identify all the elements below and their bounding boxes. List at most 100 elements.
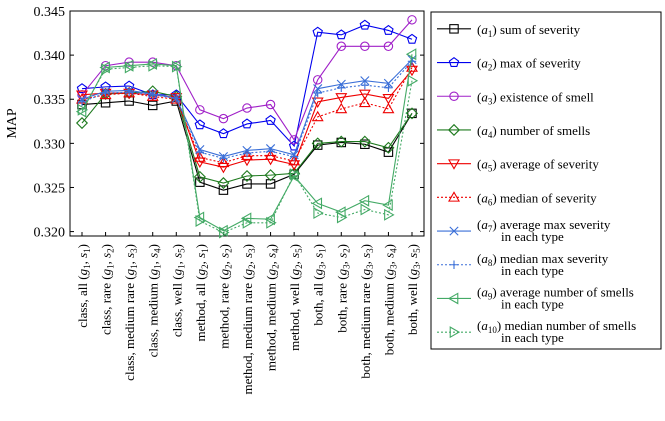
x-tick-label: method, medium rare (g2, s3) <box>240 244 257 395</box>
data-point <box>195 215 207 227</box>
data-point <box>335 102 348 114</box>
data-point <box>289 152 299 161</box>
data-point <box>337 83 346 92</box>
data-point <box>193 151 206 162</box>
series-line <box>81 24 413 148</box>
data-point <box>218 185 229 195</box>
data-point <box>311 137 324 150</box>
data-point <box>77 103 89 116</box>
legend-marker <box>447 123 461 136</box>
series-8 <box>77 57 417 163</box>
data-point <box>101 63 112 76</box>
data-point <box>336 211 348 224</box>
data-point <box>265 99 276 110</box>
data-point <box>312 26 323 37</box>
data-point <box>171 60 183 73</box>
y-axis-label: MAP <box>5 108 20 139</box>
data-point <box>336 29 347 40</box>
data-point <box>311 197 323 210</box>
legend-item-5: (a5) average of severity <box>437 157 599 174</box>
x-tick-label: method, well (g2, s5) <box>287 244 304 351</box>
data-point <box>407 108 417 119</box>
data-point <box>101 88 110 98</box>
series-9 <box>75 48 417 237</box>
x-tick-label: both, rare (g3, s2) <box>334 244 351 333</box>
x-tick-label: class, rare (g1, s2) <box>99 244 116 335</box>
data-point <box>195 147 205 157</box>
series-2 <box>76 19 418 151</box>
data-point <box>217 156 230 168</box>
data-point <box>147 100 158 111</box>
data-point <box>240 212 252 225</box>
data-point <box>358 96 371 108</box>
data-point <box>384 208 395 221</box>
data-point <box>193 157 206 169</box>
data-point <box>264 149 277 161</box>
data-point <box>148 90 157 100</box>
legend-item-4: (a4) number of smells <box>437 123 590 140</box>
data-point <box>360 76 370 86</box>
legend-marker <box>448 191 460 202</box>
y-tick-label: 0.330 <box>34 137 66 152</box>
data-point <box>146 57 158 70</box>
data-point <box>360 203 372 216</box>
data-point <box>360 80 370 90</box>
data-point <box>383 24 394 35</box>
x-tick-label: both, all (g3, s1) <box>311 244 328 326</box>
x-tick-label: method, all (g2, s1) <box>193 244 210 341</box>
x-tick-label: both, medium rare (g3, s3) <box>358 244 375 379</box>
data-point <box>264 169 277 182</box>
data-point <box>148 59 159 72</box>
data-point <box>242 103 252 113</box>
y-tick-label: 0.325 <box>34 181 66 196</box>
data-point <box>195 177 205 187</box>
data-point <box>336 41 347 52</box>
data-point <box>384 83 393 92</box>
y-tick-label: 0.340 <box>34 49 66 64</box>
data-point <box>358 194 370 207</box>
legend: (a1) sum of severity (a2) max of severity… <box>430 11 662 350</box>
data-point <box>240 169 254 183</box>
data-point <box>195 105 205 115</box>
data-point <box>405 48 417 61</box>
data-point <box>219 226 230 239</box>
data-point <box>382 102 395 114</box>
series-line <box>81 90 413 184</box>
data-point <box>265 114 276 125</box>
legend-item-3: (a3) existence of smell <box>437 89 594 106</box>
data-point <box>383 78 394 88</box>
x-tick-label: class, all (g1, s1) <box>75 244 92 328</box>
data-point <box>241 118 253 129</box>
y-tick-label: 0.320 <box>34 226 66 241</box>
legend-label: (a3) existence of smell <box>477 89 594 106</box>
legend-marker <box>449 326 461 339</box>
legend-marker <box>448 57 460 68</box>
data-point <box>288 154 301 166</box>
data-point <box>76 83 88 94</box>
data-point <box>194 119 206 130</box>
data-point <box>382 141 395 154</box>
legend-frame <box>430 11 662 350</box>
data-point <box>335 93 348 104</box>
data-point <box>289 168 301 181</box>
legend-label-line2: in each type <box>501 229 564 244</box>
legend-item-6: (a6) median of severity <box>437 190 597 207</box>
series-line <box>81 19 413 142</box>
data-point <box>313 88 322 98</box>
legend-marker <box>448 159 460 170</box>
data-point <box>406 33 418 44</box>
legend-label: (a5) average of severity <box>477 157 599 174</box>
data-point <box>266 216 277 229</box>
legend-label: (a1) sum of severity <box>477 22 581 39</box>
legend-label-line2: in each type <box>501 263 564 278</box>
data-point <box>218 128 229 139</box>
data-point <box>359 19 371 30</box>
legend-label: (a6) median of severity <box>477 190 597 207</box>
data-point <box>172 94 181 103</box>
data-point <box>75 117 89 130</box>
data-point <box>287 170 299 182</box>
